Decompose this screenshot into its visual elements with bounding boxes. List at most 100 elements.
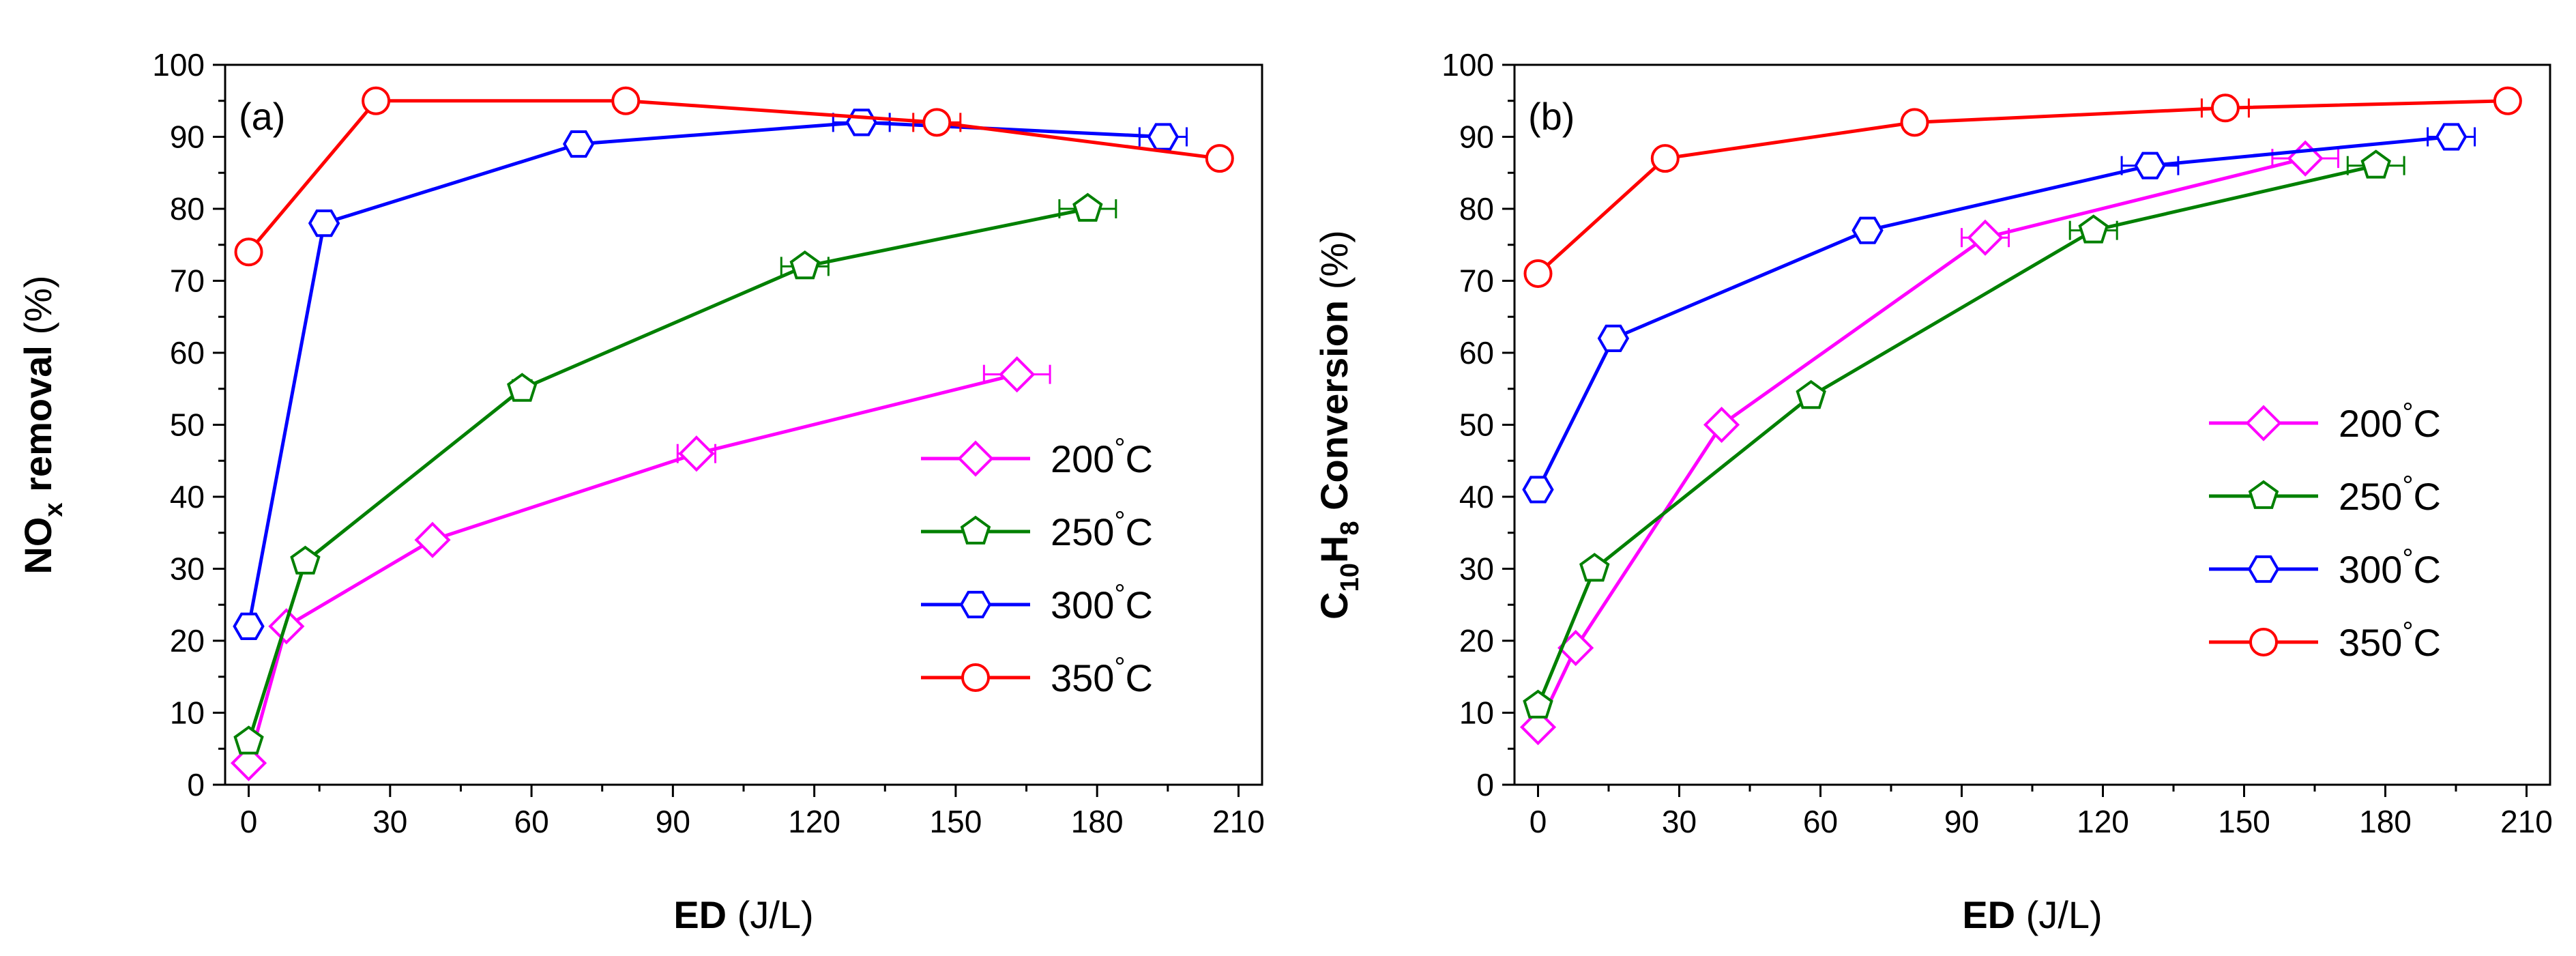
series-300 [1522,123,2476,504]
data-point-hexagon [562,130,595,158]
data-point-diamond [1967,219,2004,256]
x-tick-label: 120 [788,804,840,839]
data-point-hexagon [1597,324,1630,352]
data-point-hexagon [2134,151,2166,179]
x-tick-label: 120 [2077,804,2129,839]
degree-symbol: ° [2402,617,2413,647]
data-point-pentagon [789,250,821,280]
legend-unit: C [2413,548,2440,591]
data-point-diamond [230,744,267,781]
legend-item-350: 350°C [2209,617,2441,664]
data-point-hexagon [233,612,265,640]
y-axis-title-main: NO [16,517,59,575]
legend-temp: 300 [1051,583,1114,626]
legend-temp: 200 [1051,437,1114,480]
legend-item-250: 250°C [921,506,1153,553]
degree-symbol: ° [2402,471,2413,501]
y-tick-label: 60 [1459,335,1494,371]
y-tick-label: 20 [170,623,205,658]
y-tick-label: 50 [1459,407,1494,443]
data-point-circle [611,86,641,115]
x-tick-label: 0 [1530,804,1547,839]
y-tick-label: 100 [1441,47,1494,83]
panel-label: (b) [1528,95,1575,138]
y-axis-title-main2: H [1313,536,1356,563]
data-point-circle [1205,144,1234,173]
x-tick-label: 150 [2218,804,2270,839]
legend-marker-hexagon [959,590,992,619]
data-point-circle [362,86,391,115]
series-line [1536,99,2508,275]
data-point-hexagon [1147,123,1180,151]
series-250 [233,192,1117,755]
y-tick-label: 70 [1459,263,1494,299]
series-line [1536,156,2306,728]
x-tick-label: 90 [1944,804,1979,839]
y-tick-label: 0 [1476,767,1494,802]
legend-unit: C [1125,510,1152,553]
x-tick-label: 30 [372,804,407,839]
y-axis-title-main: C [1313,592,1356,619]
data-point-hexagon [2435,123,2468,151]
series-350 [234,86,1234,267]
x-axis-title-unit: (J/L) [2015,893,2103,936]
x-axis-title: ED (J/L) [1962,893,2102,936]
data-point-diamond [999,356,1036,393]
series-200 [1519,140,2339,746]
legend-unit: C [1125,583,1152,626]
y-tick-label: 10 [1459,695,1494,731]
y-axis-title: NOx removal (%) [16,275,68,574]
legend-label: 300°C [2339,544,2441,591]
data-point-circle [1523,259,1553,288]
legend-marker-pentagon [2248,480,2279,509]
legend-temp: 250 [1051,510,1114,553]
chart-panel-a: 0 30 60 90 120 150 180 210 0 10 20 30 40 50 60 70 80 90 10… [16,47,1265,936]
x-tick-label: 150 [930,804,982,839]
x-tick-label: 0 [240,804,258,839]
y-tick-label: 30 [1459,551,1494,587]
legend-unit: C [2413,621,2440,664]
legend-label: 300°C [1051,579,1153,626]
data-point-pentagon [507,373,538,402]
legend-label: 250°C [1051,506,1153,553]
y-tick-label: 10 [170,695,205,731]
data-point-pentagon [290,545,321,575]
data-point-hexagon [1852,216,1884,244]
x-tick-label: 180 [2359,804,2412,839]
series-line [1536,164,2377,706]
data-point-diamond [1557,629,1594,667]
data-point-circle [922,108,952,137]
data-point-pentagon [1579,553,1610,582]
y-tick-label: 80 [1459,191,1494,227]
legend-label: 200°C [1051,433,1153,480]
data-point-circle [1650,144,1680,173]
x-tick-label: 90 [656,804,690,839]
y-tick-label: 100 [152,47,205,83]
series-line [247,207,1088,742]
data-point-diamond [414,521,451,558]
legend-marker-diamond [2245,405,2282,441]
y-axis-title: C10H8 Conversion (%) [1313,230,1364,620]
data-point-diamond [678,435,715,472]
legend-temp: 300 [2339,548,2402,591]
series-200 [230,356,1051,781]
data-point-diamond [1703,406,1740,444]
legend-label: 250°C [2339,471,2441,518]
legend-unit: C [1125,656,1152,699]
legend-label: 350°C [1051,652,1153,699]
legend-marker-hexagon [2247,555,2280,583]
series-line [247,99,1220,253]
y-axis-title-sub2: 8 [1336,521,1364,535]
x-tick-label: 30 [1662,804,1697,839]
legend-unit: C [2413,402,2440,445]
legend-temp: 350 [1051,656,1114,699]
degree-symbol: ° [1114,433,1125,463]
y-tick-label: 0 [187,767,205,802]
series-line [1536,135,2452,491]
legend-marker-diamond [957,440,994,477]
degree-symbol: ° [1114,506,1125,536]
data-point-circle [2493,86,2522,115]
data-point-pentagon [233,725,264,755]
